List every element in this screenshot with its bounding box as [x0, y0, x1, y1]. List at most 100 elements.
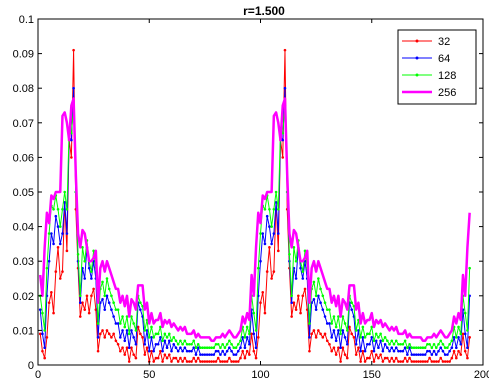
data-point-64	[272, 232, 276, 235]
data-point-32	[54, 270, 58, 273]
data-point-32	[210, 360, 213, 363]
data-point-64	[230, 349, 233, 353]
legend-label-64: 64	[438, 53, 450, 65]
data-point-64	[383, 342, 387, 346]
data-point-32	[38, 332, 42, 336]
data-point-128	[127, 332, 131, 336]
data-point-64	[107, 301, 111, 305]
data-point-64	[103, 308, 107, 311]
data-point-64	[154, 342, 158, 346]
data-point-32	[172, 356, 176, 360]
data-point-64	[179, 346, 182, 350]
data-point-128	[43, 329, 46, 332]
data-point-32	[437, 360, 440, 363]
data-point-64	[228, 346, 231, 350]
data-point-32	[167, 353, 171, 356]
data-point-64	[426, 349, 429, 353]
data-point-128	[379, 332, 382, 336]
data-point-32	[239, 356, 242, 360]
data-point-32	[321, 336, 325, 339]
data-point-32	[99, 332, 102, 336]
data-point-64	[61, 232, 64, 235]
legend-marker-64	[415, 56, 419, 60]
data-point-64	[419, 353, 423, 356]
data-point-32	[361, 349, 365, 353]
data-point-128	[403, 339, 407, 343]
data-point-32	[105, 329, 109, 332]
data-point-64	[366, 342, 369, 346]
data-point-128	[330, 322, 334, 325]
data-point-128	[190, 342, 193, 346]
data-point-64	[332, 329, 336, 332]
data-point-128	[410, 346, 414, 350]
data-point-64	[350, 308, 354, 311]
data-point-32	[50, 291, 53, 294]
data-point-32	[394, 356, 398, 360]
data-point-64	[214, 349, 218, 353]
data-point-64	[452, 336, 456, 339]
data-point-128	[101, 280, 104, 284]
data-point-128	[123, 325, 127, 329]
data-point-32	[303, 287, 307, 291]
chart-title: r=1.500	[243, 4, 285, 18]
data-point-32	[277, 249, 280, 253]
data-point-32	[183, 356, 187, 360]
data-point-32	[383, 356, 387, 360]
data-point-64	[156, 342, 160, 346]
data-point-64	[359, 349, 362, 353]
data-point-128	[399, 342, 402, 346]
data-point-128	[446, 346, 449, 350]
data-point-32	[397, 360, 400, 363]
data-point-64	[463, 332, 467, 336]
data-point-64	[194, 353, 198, 356]
data-point-128	[319, 287, 322, 291]
data-point-128	[312, 280, 316, 284]
data-point-32	[325, 339, 329, 343]
legend: 32 64 128 256	[397, 29, 477, 105]
data-point-32	[141, 336, 144, 339]
data-point-128	[221, 342, 224, 346]
data-point-32	[270, 277, 273, 280]
data-point-64	[63, 201, 66, 204]
data-point-128	[328, 308, 331, 311]
data-point-32	[114, 339, 118, 343]
data-point-64	[437, 349, 440, 353]
data-point-64	[159, 336, 162, 339]
data-point-32	[94, 308, 98, 311]
data-point-128	[377, 336, 380, 339]
data-point-64	[114, 322, 118, 325]
data-point-64	[150, 336, 153, 339]
data-point-128	[107, 287, 111, 291]
data-point-128	[341, 315, 345, 318]
x-tick-label: 0	[35, 369, 41, 381]
data-point-32	[185, 360, 189, 363]
data-point-32	[119, 349, 122, 353]
data-point-128	[343, 322, 347, 325]
data-point-64	[430, 353, 434, 356]
data-point-32	[417, 360, 420, 363]
data-point-128	[194, 346, 198, 350]
data-point-32	[203, 360, 207, 363]
data-point-32	[372, 360, 376, 363]
data-point-32	[70, 156, 73, 159]
data-point-32	[232, 360, 236, 363]
data-point-64	[112, 315, 115, 318]
data-point-32	[421, 360, 425, 363]
data-point-64	[121, 329, 124, 332]
data-point-32	[165, 356, 169, 360]
data-point-128	[263, 208, 267, 211]
data-point-32	[130, 346, 133, 350]
data-point-128	[214, 342, 218, 346]
data-point-128	[337, 315, 340, 318]
data-point-32	[214, 360, 218, 363]
data-point-128	[52, 208, 55, 211]
data-point-128	[119, 322, 122, 325]
data-point-128	[406, 346, 409, 350]
data-point-64	[143, 342, 147, 346]
data-point-128	[121, 315, 124, 318]
data-point-32	[312, 329, 316, 332]
data-point-32	[52, 311, 55, 315]
data-point-64	[225, 349, 229, 353]
data-point-128	[374, 332, 378, 336]
data-point-128	[430, 346, 434, 350]
